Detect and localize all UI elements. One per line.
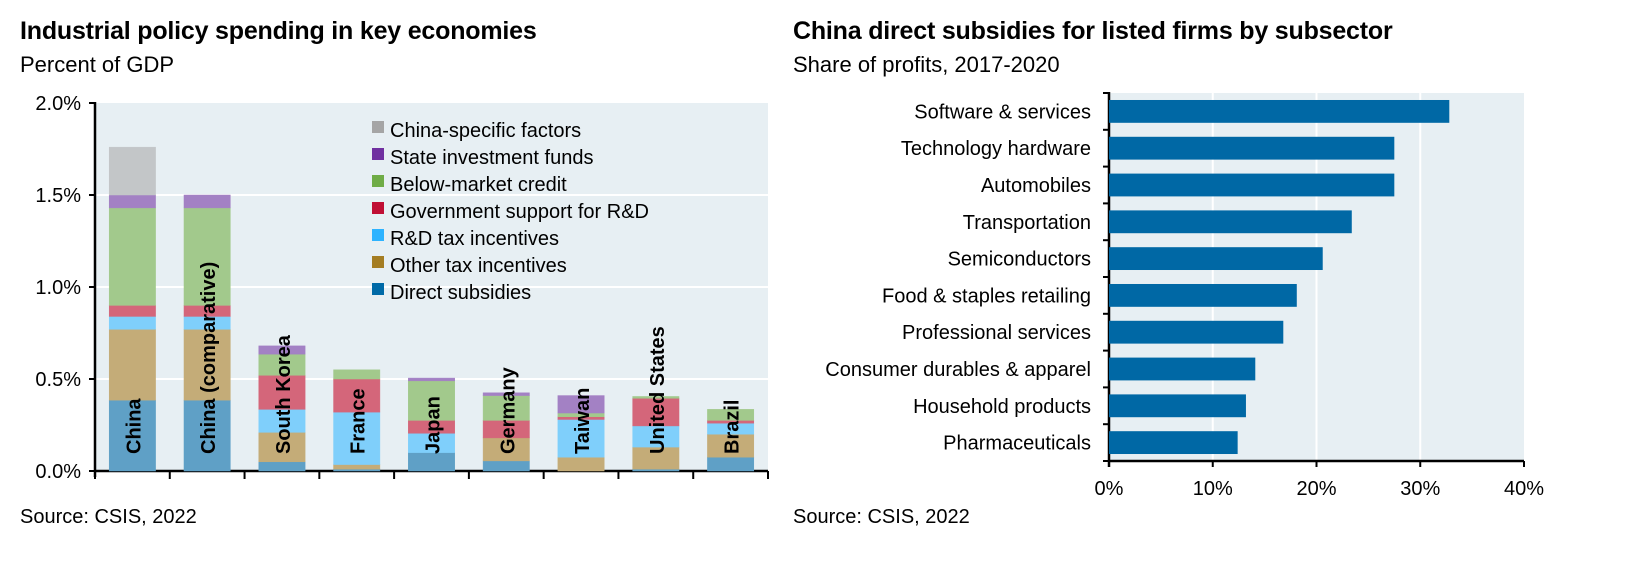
category-label: Japan [423, 396, 445, 454]
legend-swatch [372, 229, 384, 241]
legend-swatch [372, 202, 384, 214]
category-label: Taiwan [572, 388, 594, 454]
left-chart-source: Source: CSIS, 2022 [20, 506, 197, 528]
bar-segment-below-market-credit [707, 409, 755, 421]
category-label: France [348, 388, 370, 454]
category-label: Household products [913, 396, 1091, 418]
bar-segment-china-specific-factors [108, 146, 156, 196]
category-label: Germany [497, 366, 519, 454]
category-label: China (comparative) [198, 262, 220, 454]
right-chart-source: Source: CSIS, 2022 [793, 506, 970, 528]
bar-segment-other-tax-incentives [333, 464, 381, 470]
category-label: Software & services [914, 101, 1091, 123]
legend-swatch [372, 121, 384, 133]
legend-swatch [372, 175, 384, 187]
category-label: United States [647, 326, 669, 454]
bar-segment-r-d-tax-incentives [557, 419, 605, 458]
legend-label: Below-market credit [390, 174, 567, 196]
right-horizontal-bar-chart: 0% 10% 20% 30% 40% Software & services Technol… [825, 92, 1544, 500]
bar [1109, 210, 1352, 234]
category-label: Professional services [902, 322, 1091, 344]
legend-label: Government support for R&D [390, 201, 649, 223]
bar [1109, 357, 1256, 381]
category-label: Pharmaceuticals [943, 433, 1091, 455]
legend-swatch [372, 148, 384, 160]
legend-label: R&D tax incentives [390, 228, 559, 250]
bar-segment-direct-subsidies [408, 452, 455, 472]
category-label: Brazil [722, 400, 744, 454]
bar-segment-government-support-for-r-d [333, 378, 381, 413]
category-label: Food & staples retailing [882, 285, 1091, 307]
y-tick-label: 0.0% [35, 461, 81, 483]
x-tick-label: 30% [1400, 478, 1440, 500]
legend-label: Direct subsidies [390, 282, 531, 304]
bar-segment-state-investment-funds [258, 345, 306, 355]
bar [1109, 136, 1395, 160]
y-tick-label: 1.5% [35, 185, 81, 207]
bar-segment-other-tax-incentives [557, 456, 605, 472]
bar [1109, 394, 1246, 418]
bar-segment-state-investment-funds [482, 392, 530, 396]
x-tick-label: 20% [1296, 478, 1336, 500]
bar-segment-state-investment-funds [183, 194, 231, 209]
x-tick-label: 40% [1504, 478, 1544, 500]
legend-swatch [372, 256, 384, 268]
bar-segment-other-tax-incentives [183, 329, 231, 401]
bar-segment-state-investment-funds [108, 194, 156, 209]
category-label: China [123, 398, 145, 454]
bar-segment-below-market-credit [632, 396, 680, 399]
category-label: Semiconductors [948, 249, 1091, 271]
bar-segment-below-market-credit [482, 395, 530, 421]
left-chart-title: Industrial policy spending in key econom… [20, 17, 537, 45]
x-tick-label: 10% [1193, 478, 1233, 500]
bar-segment-below-market-credit [408, 380, 455, 421]
bar-segment-other-tax-incentives [108, 329, 156, 401]
legend-label: China-specific factors [390, 120, 581, 142]
category-label: Automobiles [981, 175, 1091, 197]
bar-segment-government-support-for-r-d [108, 305, 156, 317]
right-chart-title: China direct subsidies for listed firms … [793, 17, 1393, 45]
left-chart-subtitle: Percent of GDP [20, 52, 175, 77]
legend-swatch [372, 283, 384, 295]
bar [1109, 173, 1395, 197]
bar-segment-below-market-credit [333, 369, 381, 380]
legend-label: Other tax incentives [390, 255, 567, 277]
bar-segment-below-market-credit [183, 207, 231, 306]
legend-label: State investment funds [390, 147, 593, 169]
y-tick-label: 1.0% [35, 277, 81, 299]
category-label: Consumer durables & apparel [825, 359, 1091, 381]
category-label: Technology hardware [901, 138, 1091, 160]
bar-segment-direct-subsidies [258, 461, 306, 472]
bar-segment-government-support-for-r-d [258, 375, 306, 410]
category-label: South Korea [273, 334, 295, 454]
bar-segment-state-investment-funds [557, 395, 605, 414]
left-stacked-bar-chart: 0.0% 0.5% 1.0% 1.5% 2.0% China China (comparat… [35, 93, 769, 483]
bar [1109, 320, 1284, 344]
bar [1109, 431, 1238, 455]
y-tick-label: 0.5% [35, 369, 81, 391]
bar-segment-direct-subsidies [333, 468, 381, 472]
x-tick-label: 0% [1095, 478, 1124, 500]
bar-segment-direct-subsidies [632, 468, 680, 472]
bar-segment-state-investment-funds [408, 377, 455, 382]
bar-segment-government-support-for-r-d [632, 398, 680, 427]
bar-segment-r-d-tax-incentives [333, 411, 381, 465]
bar [1109, 247, 1323, 271]
y-tick-label: 2.0% [35, 93, 81, 115]
bar [1109, 283, 1297, 307]
bar-segment-direct-subsidies [707, 456, 755, 472]
bar [1109, 99, 1450, 123]
bar-segment-direct-subsidies [482, 460, 530, 472]
bar-segment-r-d-tax-incentives [108, 316, 156, 330]
bar-segment-direct-subsidies [183, 399, 231, 472]
bar-segment-below-market-credit [108, 207, 156, 306]
bar-segment-direct-subsidies [108, 399, 156, 472]
right-chart-subtitle: Share of profits, 2017-2020 [793, 52, 1060, 77]
category-label: Transportation [963, 212, 1091, 234]
